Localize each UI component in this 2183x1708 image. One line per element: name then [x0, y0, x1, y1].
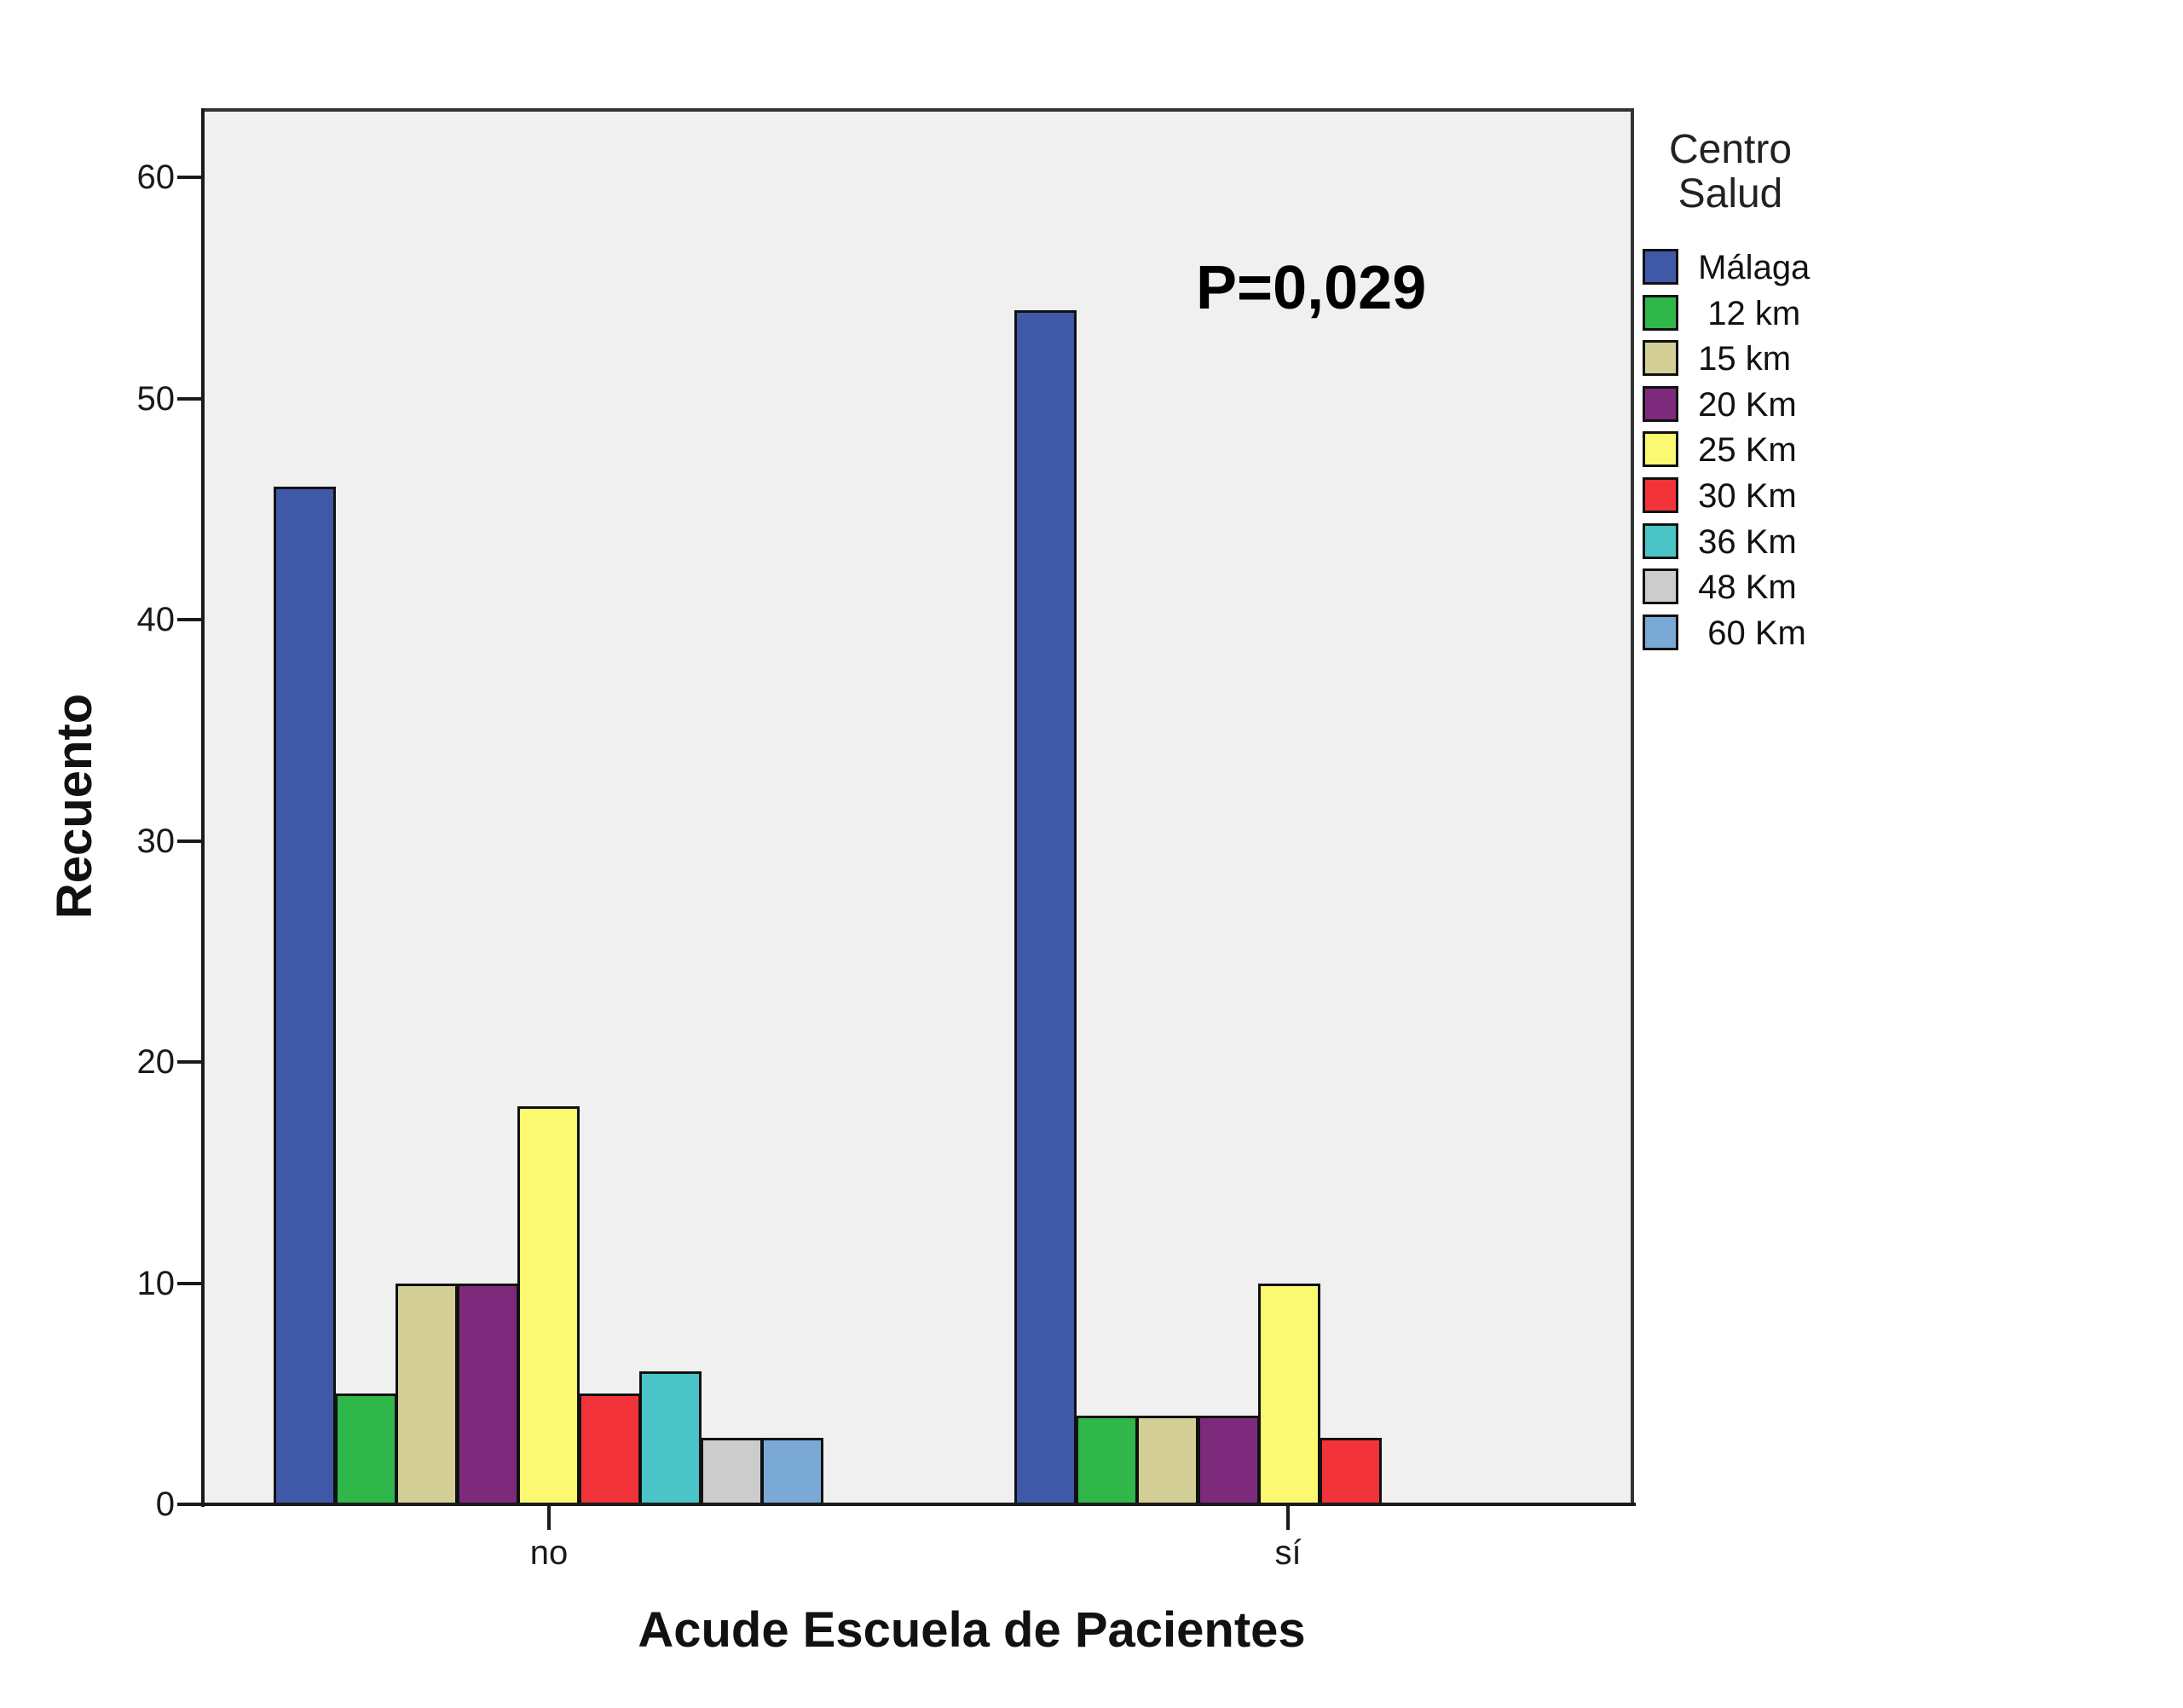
x-tick-label-si: sí — [1274, 1534, 1302, 1572]
y-tick-label: 10 — [136, 1264, 176, 1302]
y-tick — [177, 1281, 203, 1285]
bar-no-málaga — [274, 487, 336, 1506]
legend-swatch — [1643, 522, 1678, 559]
legend-item: 48 Km — [1643, 568, 1847, 607]
legend-label: 36 Km — [1689, 522, 1797, 561]
x-tick-si — [1286, 1506, 1290, 1530]
y-tick-label: 30 — [136, 822, 176, 860]
y-tick — [177, 1503, 203, 1506]
legend-label: 20 Km — [1689, 385, 1797, 424]
x-tick-no — [547, 1506, 551, 1530]
y-tick — [177, 176, 203, 179]
legend-swatch — [1643, 477, 1678, 513]
y-axis-title: Recuento — [47, 693, 102, 920]
legend-swatch — [1643, 614, 1678, 650]
legend-label: 25 Km — [1689, 431, 1797, 470]
legend-title-line1: Centro — [1668, 127, 1793, 172]
bar-sí-15-km — [1136, 1416, 1198, 1506]
x-tick-label-no: no — [529, 1534, 569, 1572]
y-tick-label: 50 — [136, 379, 176, 418]
x-axis-title: Acude Escuela de Pacientes — [638, 1602, 1306, 1658]
y-tick — [177, 839, 203, 843]
bar-no-20-km — [456, 1283, 519, 1506]
legend-label: Málaga — [1689, 249, 1811, 286]
legend-swatch — [1643, 340, 1678, 377]
y-axis-line — [201, 108, 205, 1507]
bar-sí-25-km — [1258, 1283, 1320, 1506]
y-tick — [177, 618, 203, 621]
y-tick-label: 20 — [136, 1043, 176, 1081]
legend-item: 15 km — [1643, 340, 1847, 378]
bar-sí-30-km — [1319, 1438, 1382, 1506]
legend-swatch — [1643, 568, 1678, 605]
bar-no-60-km — [761, 1438, 823, 1506]
legend-item: 60 Km — [1643, 614, 1847, 652]
legend-item: 36 Km — [1643, 522, 1847, 561]
legend-label: 12 km — [1689, 294, 1801, 332]
legend-item: 30 Km — [1643, 477, 1847, 515]
plot-area — [203, 108, 1634, 1504]
legend-label: 15 km — [1689, 340, 1792, 378]
legend-item: 20 Km — [1643, 385, 1847, 424]
legend-label: 48 Km — [1689, 568, 1797, 607]
legend-swatch — [1643, 431, 1678, 468]
bar-no-48-km — [700, 1438, 763, 1506]
y-tick-label: 40 — [136, 601, 176, 638]
x-axis-line — [201, 1503, 1636, 1506]
bar-no-15-km — [396, 1283, 458, 1506]
y-tick-label: 0 — [155, 1486, 175, 1523]
bar-sí-20-km — [1197, 1416, 1260, 1506]
legend-swatch — [1643, 385, 1678, 422]
legend-label: 60 Km — [1689, 614, 1806, 652]
legend-item: 12 km — [1643, 294, 1847, 332]
bar-no-30-km — [578, 1394, 641, 1506]
legend-swatch — [1643, 249, 1678, 285]
bar-no-25-km — [517, 1105, 580, 1506]
bar-sí-12-km — [1075, 1416, 1138, 1506]
legend-swatch — [1643, 294, 1678, 331]
bar-no-12-km — [334, 1394, 397, 1506]
legend-item: Málaga — [1643, 249, 1847, 286]
legend-item: 25 Km — [1643, 431, 1847, 470]
legend-label: 30 Km — [1689, 477, 1797, 515]
y-tick — [177, 1060, 203, 1064]
legend: Centro Salud Málaga 12 km 15 km 20 Km 25… — [1641, 128, 1845, 652]
legend-title-line2: Salud — [1678, 171, 1783, 216]
bar-no-36-km — [639, 1371, 702, 1506]
p-value-annotation: P=0,029 — [1196, 254, 1427, 322]
y-tick-label: 60 — [136, 159, 176, 196]
bar-sí-málaga — [1014, 309, 1077, 1506]
y-tick — [177, 396, 203, 401]
legend-title: Centro Salud — [1641, 128, 1820, 216]
